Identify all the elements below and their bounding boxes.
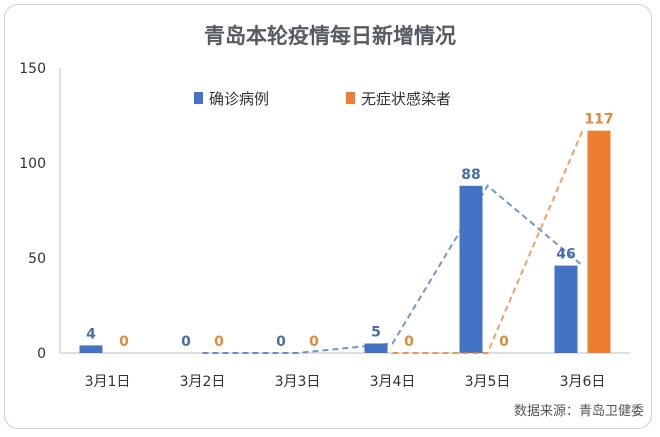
trendline-asymptomatic [392, 130, 584, 354]
data-label-confirmed: 46 [556, 247, 575, 263]
data-label-confirmed: 88 [461, 167, 480, 183]
legend: 确诊病例 无症状感染者 [194, 90, 451, 108]
data-label-confirmed: 5 [371, 325, 381, 341]
data-source: 数据来源：青岛卫健委 [514, 403, 644, 419]
bar-confirmed [554, 265, 578, 353]
bar-confirmed [79, 345, 103, 353]
chart-title: 青岛本轮疫情每日新增情况 [204, 24, 456, 48]
x-tick-label: 3月2日 [180, 374, 226, 390]
y-tick-label: 50 [28, 251, 46, 267]
bar-confirmed [459, 185, 483, 353]
y-tick-label: 100 [19, 156, 46, 172]
data-label-confirmed: 0 [276, 334, 286, 350]
legend-label-confirmed: 确诊病例 [209, 90, 269, 108]
data-label-confirmed: 0 [181, 334, 191, 350]
x-tick-label: 3月4日 [370, 374, 416, 390]
x-tick-label: 3月5日 [465, 374, 511, 390]
data-label-confirmed: 4 [86, 326, 96, 342]
legend-label-asymptomatic: 无症状感染者 [361, 90, 451, 108]
y-tick-label: 0 [37, 346, 46, 362]
data-label-asymptomatic: 117 [584, 112, 613, 128]
legend-swatch-confirmed [194, 92, 203, 104]
data-label-asymptomatic: 0 [309, 334, 319, 350]
data-label-asymptomatic: 0 [499, 334, 509, 350]
trendline-confirmed [202, 184, 584, 354]
data-label-asymptomatic: 0 [214, 334, 224, 350]
x-tick-label: 3月3日 [275, 374, 321, 390]
chart-frame [4, 4, 652, 429]
x-tick-label: 3月6日 [560, 374, 606, 390]
legend-swatch-asymptomatic [346, 92, 355, 104]
bar-asymptomatic [587, 130, 611, 353]
y-tick-label: 150 [19, 61, 46, 77]
bar-confirmed [364, 343, 388, 353]
data-label-asymptomatic: 0 [404, 334, 414, 350]
x-tick-label: 3月1日 [85, 374, 131, 390]
data-label-asymptomatic: 0 [119, 334, 129, 350]
